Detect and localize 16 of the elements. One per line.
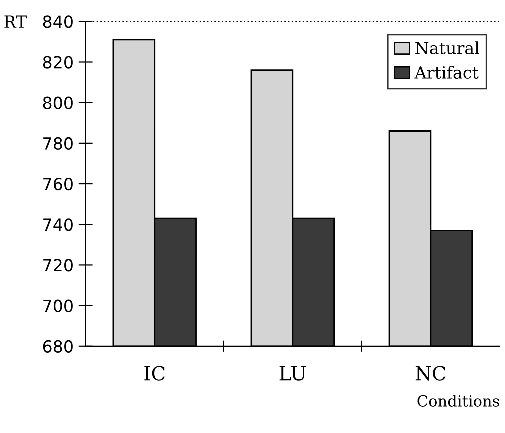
x-tick-label: IC: [144, 366, 165, 381]
x-tick-label: LU: [280, 366, 306, 381]
y-tick-label: 820: [43, 56, 73, 69]
x-tick-label: NC: [416, 366, 446, 381]
legend-label: Artifact: [414, 66, 479, 80]
y-tick-label: 680: [43, 340, 73, 353]
y-tick-label: 740: [44, 218, 73, 232]
y-tick-label: 700: [44, 300, 73, 312]
y-tick-label: 720: [44, 259, 73, 272]
x-axis-title: Conditions: [418, 395, 500, 407]
legend-label: Natural: [416, 42, 480, 55]
y-tick-label: 840: [43, 16, 73, 28]
y-tick-label: 800: [43, 96, 73, 110]
y-tick-label: 760: [44, 178, 73, 191]
y-tick-label: 780: [44, 137, 73, 150]
y-axis-title: RT: [4, 16, 27, 28]
